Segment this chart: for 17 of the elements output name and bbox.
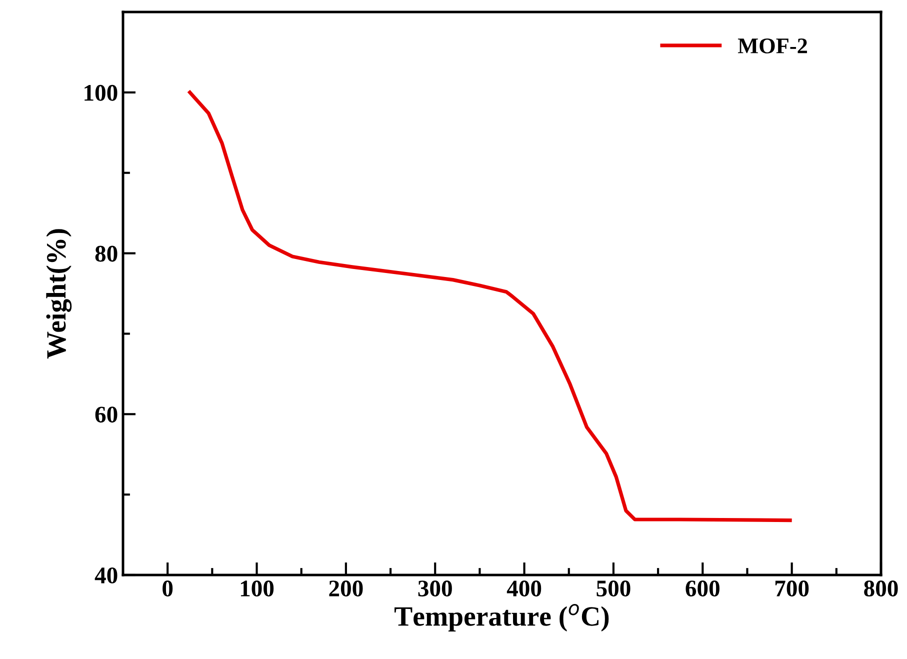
legend-label: MOF-2 [738, 38, 807, 54]
x-tick-label: 0 [162, 580, 173, 596]
y-axis-title: Weight(%) [46, 229, 72, 359]
y-tick-label: 60 [95, 406, 118, 423]
x-tick-label: 700 [775, 580, 809, 596]
x-tick-label: 300 [418, 580, 452, 596]
y-tick-label: 100 [84, 84, 118, 101]
x-tick-label: 600 [686, 580, 720, 596]
y-tick-label: 40 [94, 567, 118, 584]
y-tick-label: 80 [95, 246, 118, 262]
x-tick-label: 800 [864, 580, 898, 596]
x-tick-label: 200 [329, 580, 363, 596]
line-series [188, 90, 792, 522]
x-tick-label: 400 [506, 580, 542, 596]
x-tick-label: 100 [240, 580, 274, 596]
x-axis-title: Temperature ($^{o}$C) [394, 604, 609, 632]
x-tick-label: 500 [596, 580, 630, 596]
